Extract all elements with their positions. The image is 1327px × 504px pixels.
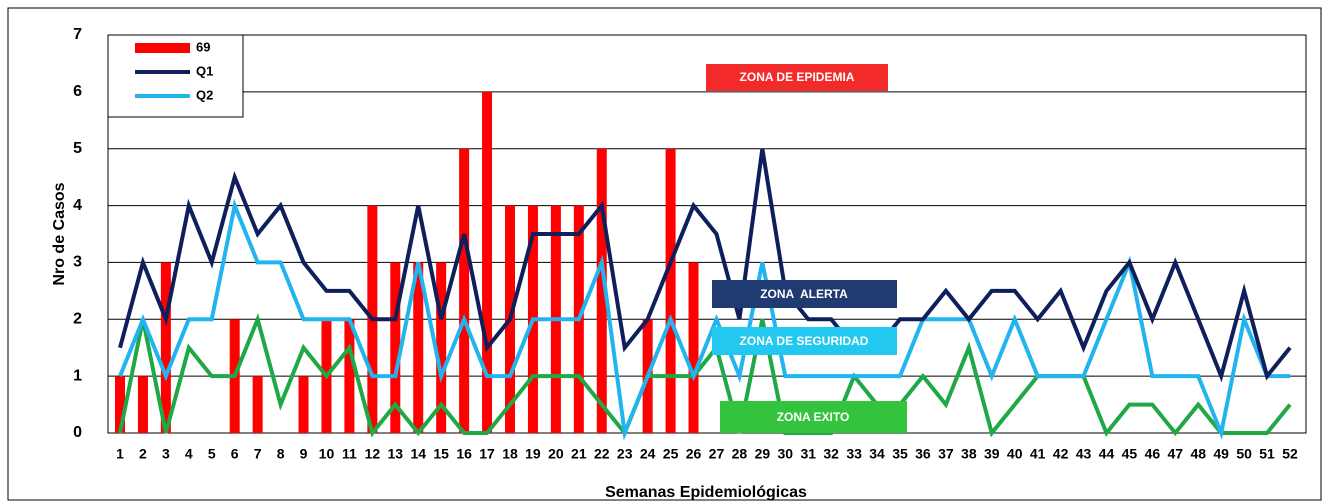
x-tick-label: 26 — [686, 446, 702, 462]
bar — [459, 148, 470, 433]
zone-alerta: ZONA ALERTA — [712, 280, 897, 308]
y-tick-label: 3 — [73, 254, 82, 271]
x-tick-label: 20 — [548, 446, 564, 462]
bar — [413, 262, 424, 433]
x-tick-label: 22 — [594, 446, 610, 462]
x-tick-label: 51 — [1259, 446, 1275, 462]
x-tick-label: 9 — [300, 446, 308, 462]
x-tick-label: 36 — [915, 446, 931, 462]
x-tick-label: 47 — [1168, 446, 1184, 462]
y-axis-label: Nro de Casos — [51, 182, 68, 285]
bar — [160, 262, 171, 433]
annotation: ZONA DE EPIDEMIA — [740, 70, 855, 84]
x-tick-label: 27 — [709, 446, 725, 462]
x-tick-label: 45 — [1122, 446, 1138, 462]
y-tick-label: 6 — [73, 83, 82, 100]
line-series — [118, 198, 1290, 441]
x-tick-label: 52 — [1282, 446, 1298, 462]
x-tick-label: 17 — [479, 446, 495, 462]
y-tick-label: 2 — [73, 311, 82, 328]
x-tick-label: 12 — [365, 446, 381, 462]
bar — [252, 376, 263, 433]
x-tick-label: 38 — [961, 446, 977, 462]
bar — [688, 262, 699, 433]
x-tick-label: 11 — [342, 446, 357, 462]
x-tick-label: 25 — [663, 446, 679, 462]
x-tick-label: 29 — [755, 446, 771, 462]
x-tick-label: 40 — [1007, 446, 1023, 462]
x-tick-label: 3 — [162, 446, 170, 462]
x-tick-label: 34 — [869, 446, 885, 462]
x-tick-label: 5 — [208, 446, 216, 462]
x-tick-label: 24 — [640, 446, 656, 462]
x-tick-label: 14 — [410, 446, 426, 462]
bar — [115, 376, 125, 433]
plot-border — [107, 34, 1307, 434]
y-tick-label: 0 — [73, 424, 82, 441]
y-tick-label: 7 — [73, 26, 82, 43]
x-tick-label: 15 — [433, 446, 449, 462]
bar — [298, 376, 309, 433]
x-tick-label: 33 — [846, 446, 862, 462]
y-tick-label: 4 — [73, 197, 82, 214]
x-tick-label: 16 — [456, 446, 472, 462]
bar — [482, 91, 493, 433]
y-tick-label: 1 — [73, 367, 82, 384]
zone-exito: ZONA EXITO — [720, 401, 907, 433]
bar — [137, 376, 148, 433]
x-tick-label: 49 — [1213, 446, 1229, 462]
x-tick-label: 7 — [254, 446, 262, 462]
x-tick-label: 37 — [938, 446, 954, 462]
x-tick-label: 10 — [319, 446, 335, 462]
annotation: ZONA DE SEGURIDAD — [740, 334, 869, 348]
bar — [436, 262, 447, 433]
x-tick-label: 28 — [732, 446, 748, 462]
bar — [344, 319, 355, 433]
x-tick-label: 21 — [571, 446, 587, 462]
x-tick-label: 23 — [617, 446, 633, 462]
x-tick-label: 41 — [1030, 446, 1046, 462]
x-tick-label: 2 — [139, 446, 147, 462]
x-tick-label: 44 — [1099, 446, 1115, 462]
line-series — [118, 148, 1292, 383]
x-tick-label: 1 — [116, 446, 124, 462]
x-tick-label: 18 — [502, 446, 518, 462]
x-tick-label: 35 — [892, 446, 908, 462]
zone-seguridad: ZONA DE SEGURIDAD — [712, 327, 897, 355]
x-tick-label: 50 — [1236, 446, 1252, 462]
line-series — [118, 312, 1292, 438]
x-tick-label: 13 — [388, 446, 404, 462]
x-tick-label: 48 — [1190, 446, 1206, 462]
zone-epidemia: ZONA DE EPIDEMIA — [706, 64, 888, 91]
annotation: ZONA EXITO — [777, 410, 850, 424]
annotation: ZONA ALERTA — [760, 287, 848, 301]
x-tick-label: 4 — [185, 446, 193, 462]
legend-swatch — [135, 43, 190, 53]
x-tick-label: 6 — [231, 446, 239, 462]
bar — [390, 262, 401, 433]
legend-label: Q2 — [196, 87, 213, 102]
x-tick-label: 39 — [984, 446, 1000, 462]
x-tick-label: 19 — [525, 446, 541, 462]
x-tick-label: 43 — [1076, 446, 1092, 462]
x-tick-label: 42 — [1053, 446, 1069, 462]
bar — [596, 148, 607, 433]
legend: 69 Q1 Q2 — [107, 34, 244, 118]
x-tick-label: 8 — [277, 446, 285, 462]
x-tick-label: 46 — [1145, 446, 1161, 462]
y-tick-label: 5 — [73, 140, 82, 157]
x-tick-label: 31 — [800, 446, 816, 462]
legend-label: Q1 — [196, 63, 213, 78]
legend-label: 69 — [196, 39, 210, 54]
x-tick-label: 30 — [778, 446, 794, 462]
bar — [665, 148, 676, 433]
x-axis-label: Semanas Epidemiológicas — [605, 484, 807, 501]
x-tick-label: 32 — [823, 446, 839, 462]
